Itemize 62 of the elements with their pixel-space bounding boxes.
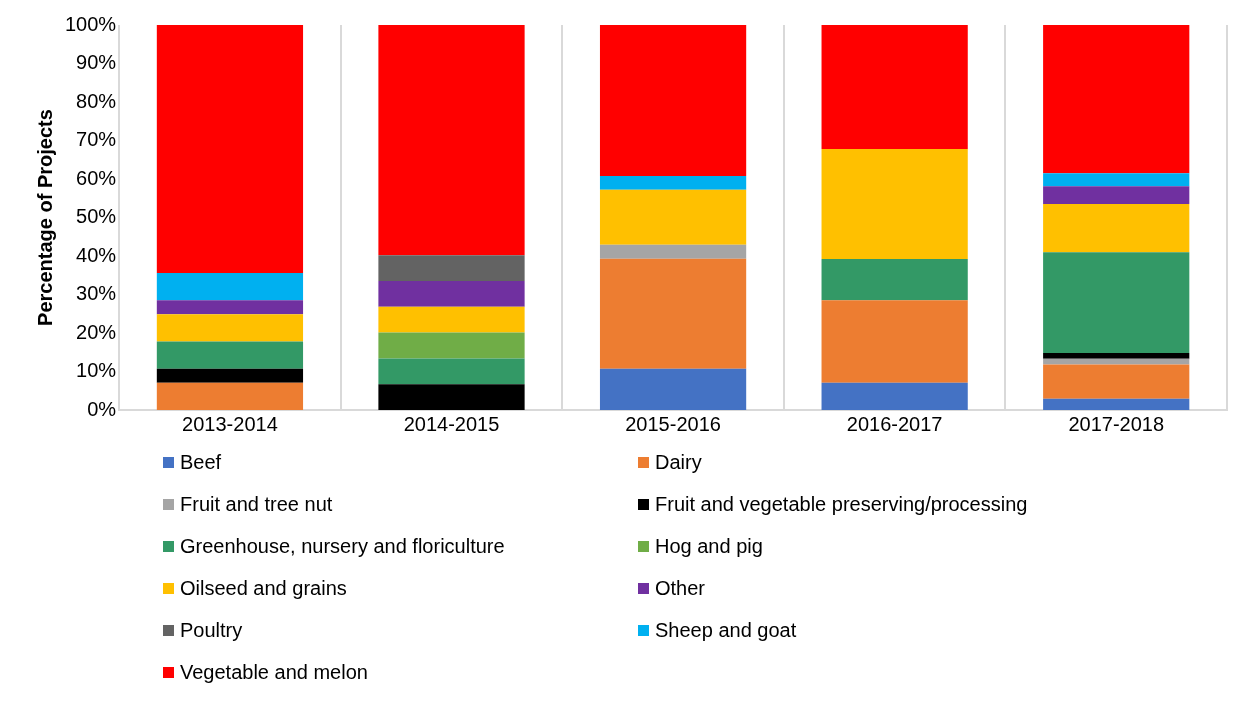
y-tick-label: 40%: [76, 243, 117, 266]
bar: [1043, 173, 1190, 187]
y-tick-label: 60%: [76, 166, 117, 189]
bar: [1043, 204, 1190, 253]
bar: [156, 272, 304, 301]
legend-label: Fruit and tree nut: [180, 493, 333, 516]
x-tick-label: 2016-2017: [846, 412, 943, 435]
legend-label: Poultry: [180, 619, 243, 642]
bar: [1043, 398, 1190, 410]
bar: [1043, 186, 1190, 205]
bar: [378, 281, 525, 307]
bar: [821, 259, 968, 301]
bar: [1043, 252, 1190, 354]
y-tick-label: 100%: [65, 12, 117, 35]
bar: [599, 368, 747, 410]
bar: [821, 382, 968, 410]
y-tick-label: 10%: [76, 359, 117, 382]
bar: [821, 148, 968, 260]
legend-label: Oilseed and grains: [180, 577, 347, 600]
legend-label: Dairy: [655, 451, 702, 474]
bar: [156, 382, 304, 410]
bar: [599, 189, 747, 245]
bar: [1043, 358, 1190, 365]
bar: [821, 25, 968, 149]
y-axis-title: Percentage of Projects: [33, 109, 56, 326]
x-tick-label: 2014-2015: [403, 412, 500, 435]
bar: [1043, 353, 1190, 359]
bar: [378, 306, 525, 333]
legend-label: Greenhouse, nursery and floriculture: [180, 535, 505, 558]
x-tick-label: 2013-2014: [182, 412, 278, 435]
bar: [599, 175, 747, 190]
y-tick-label: 90%: [76, 51, 117, 74]
y-tick-label: 70%: [76, 128, 117, 151]
legend-label: Vegetable and melon: [180, 661, 368, 684]
y-tick-label: 50%: [76, 205, 117, 228]
y-tick-label: 30%: [76, 282, 117, 305]
legend-label: Hog and pig: [655, 535, 763, 558]
x-tick-label: 2015-2016: [625, 412, 721, 435]
x-tick-label: 2017-2018: [1068, 412, 1165, 435]
bar: [378, 332, 525, 359]
legend-label: Fruit and vegetable preserving/processing: [655, 493, 1028, 516]
bar: [378, 358, 525, 385]
bar: [1043, 25, 1190, 174]
bar: [378, 384, 525, 410]
bar: [821, 300, 968, 383]
bar: [599, 244, 747, 259]
y-tick-label: 0%: [87, 397, 117, 420]
legend-label: Other: [655, 577, 706, 600]
y-tick-label: 20%: [76, 320, 117, 343]
legend-label: Beef: [180, 451, 222, 474]
legend-label: Sheep and goat: [655, 619, 797, 642]
bar: [156, 368, 304, 383]
y-tick-label: 80%: [76, 89, 117, 112]
bar: [156, 341, 304, 369]
bar: [156, 300, 304, 315]
bar: [599, 258, 747, 369]
bar: [378, 25, 525, 256]
bar: [599, 25, 747, 176]
bar: [156, 25, 304, 273]
bar: [378, 255, 525, 282]
bar: [156, 314, 304, 342]
bar: [1043, 364, 1190, 399]
